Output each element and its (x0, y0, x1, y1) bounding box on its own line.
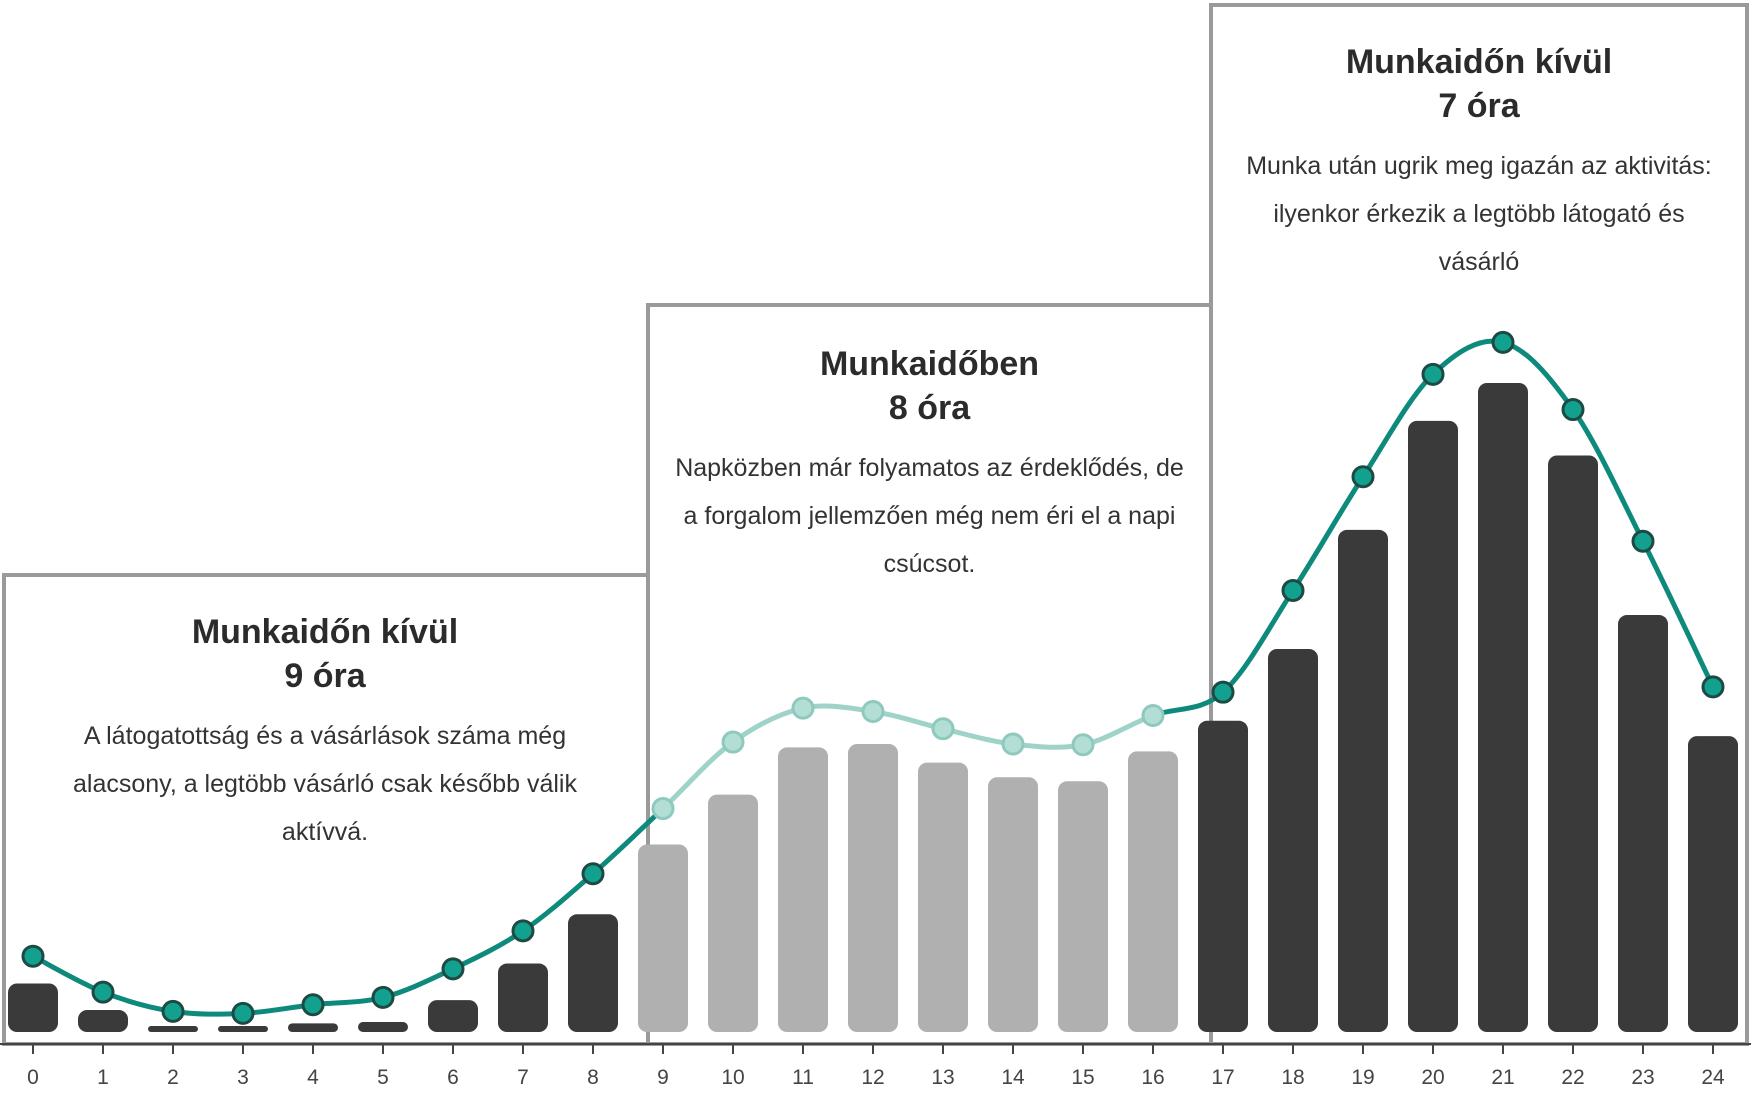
x-tick-label-15: 15 (1071, 1066, 1094, 1089)
x-tick-label-21: 21 (1491, 1066, 1514, 1089)
x-tick-label-10: 10 (721, 1066, 744, 1089)
bar-0 (8, 983, 58, 1032)
marker-20 (1421, 362, 1445, 386)
trend-line-off-hours-morning (30, 806, 666, 1017)
marker-5 (371, 985, 395, 1009)
bar-2 (148, 1026, 198, 1032)
marker-0 (21, 944, 45, 968)
bar-16 (1128, 751, 1178, 1032)
bars (8, 382, 1738, 1033)
x-tick-label-11: 11 (792, 1066, 814, 1089)
x-tick-label-1: 1 (97, 1066, 109, 1089)
x-tick-label-13: 13 (931, 1066, 954, 1089)
line-markers (21, 330, 1725, 1025)
marker-21 (1491, 330, 1515, 354)
panel-title: Munkaidőn kívül (191, 613, 459, 651)
panel-title: Munkaidőn kívül (1345, 43, 1613, 81)
marker-1 (91, 980, 115, 1004)
x-tick-label-4: 4 (307, 1066, 319, 1089)
bar-21 (1478, 382, 1528, 1033)
x-tick-label-2: 2 (167, 1066, 179, 1089)
x-tick-label-5: 5 (377, 1066, 389, 1089)
x-tick-label-6: 6 (447, 1066, 459, 1089)
marker-22 (1561, 398, 1585, 422)
marker-16 (1141, 703, 1165, 727)
bar-9 (638, 844, 688, 1032)
x-tick-label-20: 20 (1421, 1066, 1444, 1089)
marker-4 (301, 993, 325, 1017)
panel-off-hours-evening: Munkaidőn kívül 7 óra Munka után ugrik m… (1235, 40, 1723, 286)
x-tick-label-18: 18 (1281, 1066, 1304, 1089)
marker-7 (511, 919, 535, 943)
bar-12 (848, 744, 898, 1032)
bar-18 (1268, 648, 1318, 1032)
x-tick-label-9: 9 (657, 1066, 669, 1089)
panel-work-hours: Munkaidőben 8 óra Napközben már folyamat… (668, 342, 1191, 588)
marker-2 (161, 999, 185, 1023)
panel-title: Munkaidőben (819, 345, 1040, 383)
marker-13 (931, 717, 955, 741)
marker-8 (581, 862, 605, 886)
panel-description: Munka után ugrik meg igazán az aktivitás… (1246, 152, 1712, 276)
bar-24 (1688, 736, 1738, 1032)
marker-17 (1211, 680, 1235, 704)
bar-7 (498, 963, 548, 1032)
marker-14 (1001, 732, 1025, 756)
bar-15 (1058, 781, 1108, 1032)
bar-4 (288, 1023, 338, 1032)
bar-22 (1548, 455, 1598, 1032)
marker-19 (1351, 465, 1375, 489)
x-tick-label-3: 3 (237, 1066, 249, 1089)
marker-11 (791, 696, 815, 720)
bar-8 (568, 914, 618, 1032)
x-tick-label-8: 8 (587, 1066, 599, 1089)
marker-6 (441, 957, 465, 981)
panel-description: Napközben már folyamatos az érdeklődés, … (675, 454, 1184, 578)
bar-17 (1198, 720, 1248, 1032)
panel-hours: 7 óra (1438, 87, 1520, 125)
bar-6 (428, 1000, 478, 1032)
panel-hours: 9 óra (284, 657, 366, 695)
x-tick-label-17: 17 (1211, 1066, 1234, 1089)
bar-5 (358, 1022, 408, 1032)
x-tick-label-12: 12 (861, 1066, 884, 1089)
x-tick-label-7: 7 (517, 1066, 529, 1089)
panel-off-hours-morning: Munkaidőn kívül 9 óra A látogatottság és… (30, 610, 620, 856)
bar-13 (918, 762, 968, 1032)
bar-11 (778, 747, 828, 1032)
marker-9 (651, 797, 675, 821)
bar-1 (78, 1010, 128, 1032)
marker-12 (861, 699, 885, 723)
x-tick-label-16: 16 (1141, 1066, 1164, 1089)
x-tick-label-24: 24 (1701, 1066, 1725, 1089)
marker-18 (1281, 578, 1305, 602)
x-axis-ticks: 0 1 2 3 4 5 6 7 8 9 10 11 12 13 14 15 16 17 18 19 20 21 22 23 24 (27, 1044, 1725, 1089)
marker-10 (721, 730, 745, 754)
panel-hours: 8 óra (888, 389, 971, 427)
bar-23 (1618, 615, 1668, 1032)
marker-24 (1701, 675, 1725, 699)
x-tick-label-23: 23 (1631, 1066, 1654, 1089)
marker-23 (1631, 529, 1655, 553)
bar-20 (1408, 420, 1458, 1032)
bar-3 (218, 1026, 268, 1032)
x-tick-label-22: 22 (1561, 1066, 1584, 1089)
bar-14 (988, 777, 1038, 1032)
marker-15 (1071, 733, 1095, 757)
bar-19 (1338, 529, 1388, 1032)
x-tick-label-0: 0 (27, 1066, 39, 1089)
panel-description: A látogatottság és a vásárlások száma mé… (73, 722, 577, 846)
x-tick-label-19: 19 (1351, 1066, 1374, 1089)
x-tick-label-14: 14 (1001, 1066, 1025, 1089)
marker-3 (231, 1001, 255, 1025)
bar-10 (708, 794, 758, 1032)
